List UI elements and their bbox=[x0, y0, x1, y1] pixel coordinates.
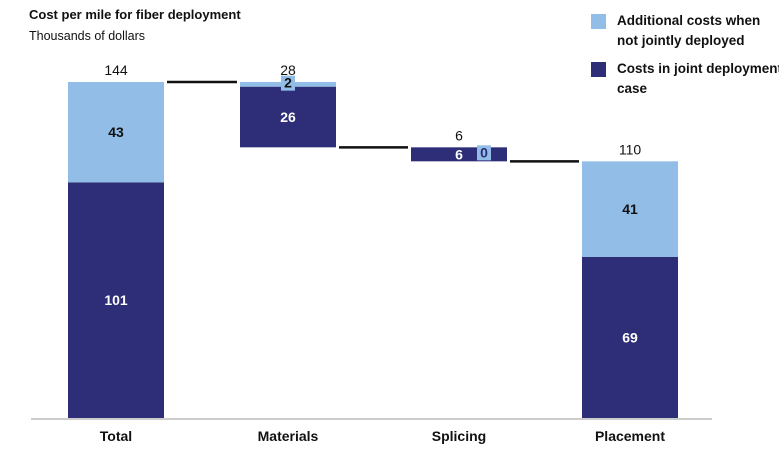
data-label-joint: 6 bbox=[455, 146, 463, 162]
data-label-additional: 41 bbox=[622, 201, 638, 217]
chart-title: Cost per mile for fiber deployment bbox=[29, 7, 241, 22]
data-label-total: 144 bbox=[104, 62, 128, 78]
data-label-additional: 43 bbox=[108, 124, 124, 140]
data-label-box bbox=[281, 75, 295, 91]
bar-segment-joint bbox=[582, 257, 678, 418]
legend-label-additional: Additional costs when not jointly deploy… bbox=[617, 13, 761, 48]
chart-subtitle: Thousands of dollars bbox=[29, 29, 146, 43]
data-label-additional: 2 bbox=[284, 75, 292, 91]
data-label-total: 110 bbox=[619, 141, 642, 157]
data-label-total: 28 bbox=[280, 62, 296, 78]
data-label-joint: 69 bbox=[622, 330, 638, 346]
bar-segment-additional bbox=[582, 161, 678, 257]
data-label-total: 6 bbox=[455, 127, 463, 143]
bar-segment-additional bbox=[68, 82, 164, 183]
legend-swatch-joint bbox=[591, 62, 606, 77]
category-label: Materials bbox=[258, 428, 319, 444]
legend-label-joint: Costs in joint deployment case bbox=[617, 61, 779, 96]
data-label-joint: 101 bbox=[104, 292, 128, 308]
data-label-additional: 0 bbox=[480, 144, 488, 160]
category-label: Splicing bbox=[432, 428, 486, 444]
category-label: Total bbox=[100, 428, 132, 444]
bar-segment-joint bbox=[240, 86, 336, 148]
legend-swatch-additional bbox=[591, 14, 606, 29]
data-label-joint: 26 bbox=[280, 109, 296, 125]
data-label-box bbox=[477, 145, 491, 161]
bar-segment-joint bbox=[68, 182, 164, 418]
category-label: Placement bbox=[595, 428, 665, 444]
